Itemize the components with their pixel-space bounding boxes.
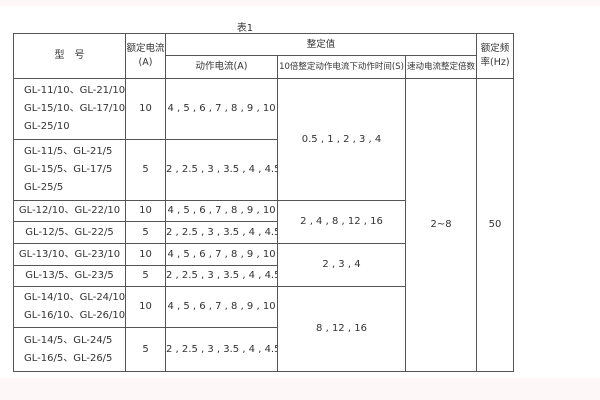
header-rated-freq: 额定频率(Hz): [476, 33, 515, 79]
rated-current-cell: 10: [125, 243, 166, 266]
model-name: GL-15/10、GL-17/10: [24, 103, 126, 114]
header-action-time: 10倍整定动作电流下动作时间(S): [277, 55, 406, 79]
rated-current-cell: 10: [125, 200, 166, 222]
model-name: GL-13/10、GL-23/10: [18, 248, 121, 260]
instant-multiple-cell: 2~8: [404, 78, 478, 372]
table-row: GL-11/10、GL-21/10 GL-15/10、GL-17/10 GL-25/…: [13, 78, 515, 372]
header-setting: 整定值: [164, 33, 478, 56]
model-cell: GL-14/5、GL-24/5 GL-16/5、GL-26/5: [13, 327, 126, 372]
table-row: GL-12/5、GL-22/5 5 2 , 2.5 , 3 , 3.5 , 4 , …: [13, 221, 514, 244]
model-name: GL-16/10、GL-26/10: [24, 310, 126, 321]
action-current-cell: 2 , 2.5 , 3 , 3.5 , 4 , 4.5 , 5: [165, 139, 278, 201]
rated-current-cell: 10: [125, 78, 166, 140]
action-time-cell: 0.5 , 1 , 2 , 3 , 4: [277, 78, 406, 201]
header-rated-current: 额定电流(A): [125, 33, 166, 79]
header-model: 型 号: [13, 33, 126, 79]
table-row: GL-12/10、GL-22/10 10 4 , 5 , 6 , 7 , 8 , 9…: [13, 200, 514, 244]
rated-current-cell: 10: [125, 286, 166, 328]
action-time-cell: 2 , 3 , 4: [277, 243, 406, 287]
header-action-current: 动作电流(A): [165, 55, 278, 79]
model-name: GL-16/5、GL-26/5: [24, 352, 113, 364]
model-name: GL-11/10、GL-21/10: [24, 85, 126, 96]
model-name: GL-15/5、GL-17/5: [24, 164, 113, 175]
rated-current-cell: 5: [125, 139, 166, 201]
action-current-cell: 4 , 5 , 6 , 7 , 8 , 9 , 10: [165, 243, 278, 266]
action-current-cell: 4 , 5 , 6 , 7 , 8 , 9 , 10: [165, 286, 278, 328]
model-cell: GL-11/5、GL-21/5 GL-15/5、GL-17/5 GL-25/5: [13, 139, 126, 201]
rated-current-cell: 5: [125, 327, 166, 372]
table-caption: 表1: [236, 23, 254, 34]
model-name: GL-12/10、GL-22/10: [18, 205, 121, 216]
model-name: GL-13/5、GL-23/5: [25, 270, 114, 281]
action-current-cell: 4 , 5 , 6 , 7 , 8 , 9 , 10: [165, 78, 278, 140]
table-row: GL-13/5、GL-23/5 5 2 , 2.5 , 3 , 3.5 , 4 , …: [13, 265, 514, 287]
model-cell: GL-12/10、GL-22/10: [13, 200, 126, 222]
table-row: GL-13/10、GL-23/10 10 4 , 5 , 6 , 7 , 8 , 9…: [13, 243, 514, 287]
model-cell: GL-13/5、GL-23/5: [13, 265, 126, 287]
action-time-cell: 2 , 4 , 8 , 12 , 16: [277, 200, 406, 244]
model-name: GL-25/5: [24, 182, 64, 193]
action-current-cell: 4 , 5 , 6 , 7 , 8 , 9 , 10: [165, 200, 278, 222]
rated-freq-cell: 50: [476, 78, 515, 372]
model-cell: GL-12/5、GL-22/5: [13, 221, 126, 244]
action-time-cell: 8 , 12 , 16: [277, 286, 406, 372]
model-cell: GL-14/10、GL-24/10 GL-16/10、GL-26/10: [13, 286, 126, 328]
rated-current-cell: 5: [125, 265, 166, 287]
model-name: GL-14/10、GL-24/10: [24, 292, 126, 303]
model-name: GL-12/5、GL-22/5: [25, 226, 114, 238]
action-current-cell: 2 , 2.5 , 3 , 3.5 , 4 , 4.5 , 5: [165, 327, 278, 372]
table-row: GL-14/5、GL-24/5 GL-16/5、GL-26/5 5 2 , 2.5 ,…: [13, 327, 514, 372]
model-cell: GL-13/10、GL-23/10: [13, 243, 126, 266]
model-name: GL-14/5、GL-24/5: [24, 334, 113, 346]
specs-table: 型 号 额定电流(A) 整定值 额定频率(Hz) 动作电流(A) 10倍整定动作…: [13, 33, 515, 372]
table-row: GL-14/10、GL-24/10 GL-16/10、GL-26/10 10 4 , …: [13, 286, 514, 372]
model-cell: GL-11/10、GL-21/10 GL-15/10、GL-17/10 GL-25/…: [13, 78, 126, 140]
action-current-cell: 2 , 2.5 , 3 , 3.5 , 4 , 4.5 , 5: [165, 265, 278, 287]
action-current-cell: 2 , 2.5 , 3 , 3.5 , 4 , 4.5 , 5: [165, 221, 278, 244]
model-name: GL-25/10: [24, 121, 70, 132]
header-instant-multiple: 速动电流整定倍数: [404, 55, 478, 79]
model-name: GL-11/5、GL-21/5: [24, 146, 113, 157]
rated-current-cell: 5: [125, 221, 166, 244]
